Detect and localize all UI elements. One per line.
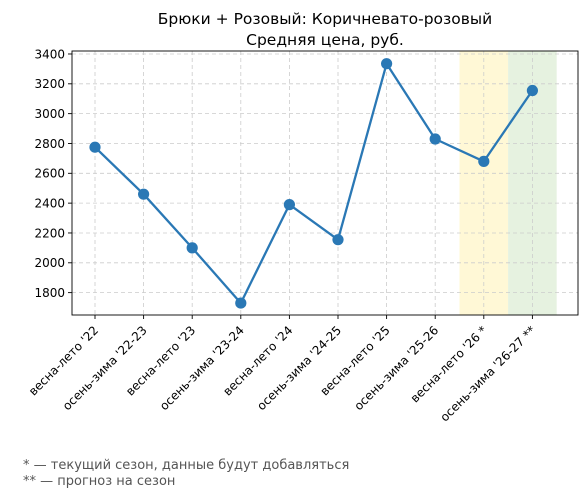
season-highlights [459,51,557,315]
y-tick-label-2200: 2200 [34,226,65,240]
y-tick-label-2600: 2600 [34,167,65,181]
plot-frame [71,50,579,316]
data-point-1 [89,141,101,153]
data-point-4 [235,297,247,309]
y-tick-label-3000: 3000 [34,107,65,121]
x-tick-label-8: осень-зима '25-26 [351,323,441,413]
data-point-8 [429,133,441,145]
chart-title-line-1: Брюки + Розовый: Коричневато-розовый [158,10,492,28]
data-point-7 [381,58,393,70]
footnote-current-season: * — текущий сезон, данные будут добавлят… [23,458,349,473]
x-tick-label-2: осень-зима '22-23 [60,323,150,413]
x-tick-label-4: осень-зима '23-24 [157,323,247,413]
data-point-6 [332,234,344,246]
series-line-1 [94,62,534,305]
y-axis: 1800 2000 2200 2400 2600 2800 3000 3200 3400 [34,47,72,300]
y-tick-label-2400: 2400 [34,196,65,210]
data-point-9 [478,155,490,167]
data-point-5 [283,199,295,211]
series-group [89,58,539,309]
data-point-10 [526,84,539,97]
y-tick-label-3200: 3200 [34,77,65,91]
y-tick-label-2800: 2800 [34,137,65,151]
data-point-2 [138,188,150,200]
x-tick-label-10: осень-зима '26-27 ** [437,323,538,424]
chart-title-line-2: Средняя цена, руб. [246,31,404,49]
x-tick-label-6: осень-зима '24-25 [254,323,344,413]
y-tick-label-1800: 1800 [34,286,65,300]
y-tick-label-2000: 2000 [34,256,65,270]
grid-lines [72,51,578,315]
y-tick-label-3400: 3400 [34,47,65,61]
data-point-3 [186,242,198,254]
footnote-forecast: ** — прогноз на сезон [23,474,175,489]
